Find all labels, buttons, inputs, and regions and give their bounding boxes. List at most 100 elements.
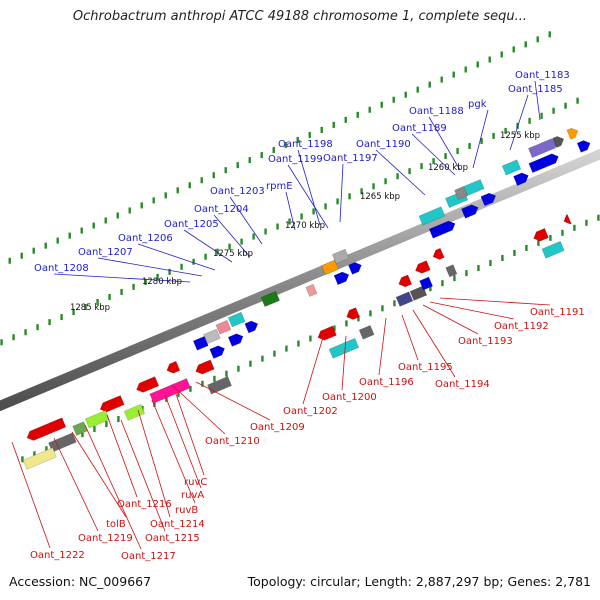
gene-block[interactable] [305, 283, 318, 297]
gene-label-reverse[interactable]: Oant_1200 [322, 392, 377, 403]
gene-block[interactable] [194, 359, 215, 376]
gene-block[interactable] [348, 260, 363, 275]
tick-mark [273, 350, 276, 357]
gene-block[interactable] [331, 248, 350, 265]
tick-mark [252, 233, 255, 240]
gene-label-forward[interactable]: Oant_1203 [210, 186, 265, 197]
gene-label-forward[interactable]: Oant_1199 [268, 154, 323, 165]
gene-block[interactable] [395, 291, 414, 307]
gene-block[interactable] [203, 328, 221, 345]
gene-block[interactable] [552, 134, 566, 148]
gene-block[interactable] [98, 395, 125, 414]
gene-block[interactable] [358, 325, 375, 340]
gene-label-forward[interactable]: Oant_1190 [356, 139, 411, 150]
gene-label-forward[interactable]: Oant_1205 [164, 219, 219, 230]
gene-block[interactable] [72, 421, 88, 436]
gene-block[interactable] [321, 259, 339, 276]
gene-label-reverse[interactable]: Oant_1219 [78, 533, 133, 544]
gene-block[interactable] [461, 203, 480, 219]
gene-label-forward[interactable]: Oant_1208 [34, 263, 89, 274]
gene-label-reverse[interactable]: Oant_1217 [121, 551, 176, 562]
gene-label-reverse[interactable]: ruvB [175, 505, 198, 516]
gene-label-reverse[interactable]: Oant_1196 [359, 377, 414, 388]
gene-label-forward[interactable]: Oant_1183 [515, 70, 570, 81]
gene-block[interactable] [165, 360, 181, 375]
gene-label-reverse[interactable]: Oant_1192 [494, 321, 549, 332]
gene-label-forward[interactable]: Oant_1204 [194, 204, 249, 215]
gene-block[interactable] [227, 332, 245, 347]
gene-label-forward[interactable]: Oant_1188 [409, 106, 464, 117]
gene-block[interactable] [562, 214, 572, 226]
gene-block[interactable] [532, 228, 549, 243]
gene-block[interactable] [528, 152, 561, 173]
gene-block[interactable] [328, 337, 360, 359]
gene-block[interactable] [418, 206, 446, 226]
gene-label-reverse[interactable]: Oant_1195 [398, 362, 453, 373]
gene-block[interactable] [566, 126, 580, 140]
gene-label-forward[interactable]: Oant_1189 [392, 123, 447, 134]
gene-block[interactable] [513, 171, 531, 186]
gene-label-forward[interactable]: Oant_1206 [118, 233, 173, 244]
gene-block[interactable] [541, 240, 565, 259]
tick-mark [177, 390, 180, 397]
gene-block[interactable] [501, 159, 522, 176]
gene-block[interactable] [480, 191, 498, 207]
gene-label-reverse[interactable]: Oant_1191 [530, 307, 585, 318]
leader-line [164, 394, 202, 489]
gene-label-forward[interactable]: rpmE [266, 181, 293, 192]
gene-block[interactable] [445, 264, 458, 278]
gene-label-forward[interactable]: pgk [468, 99, 487, 110]
tick-mark [176, 187, 179, 194]
gene-block[interactable] [135, 376, 160, 395]
gene-label-reverse[interactable]: Oant_1216 [117, 499, 172, 510]
gene-label-reverse[interactable]: Oant_1193 [458, 336, 513, 347]
gene-block[interactable] [207, 376, 232, 395]
gene-block[interactable] [25, 417, 67, 443]
tick-mark [20, 252, 23, 259]
gene-block[interactable] [260, 290, 280, 307]
gene-label-reverse[interactable]: tolB [106, 519, 126, 530]
gene-label-reverse[interactable]: Oant_1209 [250, 422, 305, 433]
gene-block[interactable] [227, 311, 246, 328]
tick-mark [224, 167, 227, 174]
gene-label-reverse[interactable]: ruvA [181, 490, 204, 501]
gene-block[interactable] [431, 247, 445, 261]
gene-label-forward[interactable]: Oant_1185 [508, 84, 563, 95]
gene-block[interactable] [409, 285, 428, 301]
gene-block[interactable] [209, 344, 227, 359]
gene-label-reverse[interactable]: Oant_1214 [150, 519, 205, 530]
tick-mark [537, 239, 540, 246]
gene-label-reverse[interactable]: Oant_1202 [283, 406, 338, 417]
gene-block[interactable] [22, 447, 57, 470]
gene-label-reverse[interactable]: Oant_1222 [30, 550, 85, 561]
gene-block[interactable] [414, 260, 431, 276]
gene-block[interactable] [84, 410, 110, 429]
gene-block[interactable] [192, 336, 209, 351]
gene-label-reverse[interactable]: Oant_1215 [145, 533, 200, 544]
gene-label-forward[interactable]: Oant_1197 [323, 153, 378, 164]
gene-label-reverse[interactable]: Oant_1194 [435, 379, 490, 390]
gene-label-forward[interactable]: Oant_1207 [78, 247, 133, 258]
leader-line [53, 273, 191, 283]
gene-label-reverse[interactable]: Oant_1210 [205, 436, 260, 447]
leader-line [534, 80, 541, 121]
leader-line [422, 304, 479, 335]
gene-block[interactable] [345, 307, 360, 322]
gene-block[interactable] [123, 403, 145, 421]
tick-mark [456, 148, 459, 155]
gene-block[interactable] [316, 325, 337, 342]
gene-block[interactable] [576, 139, 592, 153]
leader-line [429, 301, 515, 320]
gene-block[interactable] [215, 320, 232, 335]
gene-block[interactable] [333, 270, 351, 286]
gene-block[interactable] [454, 186, 468, 200]
gene-block[interactable] [419, 276, 433, 291]
gene-label-forward[interactable]: Oant_1198 [278, 139, 333, 150]
gene-label-reverse[interactable]: ruvC [184, 477, 207, 488]
tick-mark [525, 244, 528, 251]
tick-mark [524, 41, 527, 48]
gene-block[interactable] [244, 319, 260, 334]
gene-block[interactable] [397, 274, 413, 289]
gene-block[interactable] [428, 219, 457, 239]
